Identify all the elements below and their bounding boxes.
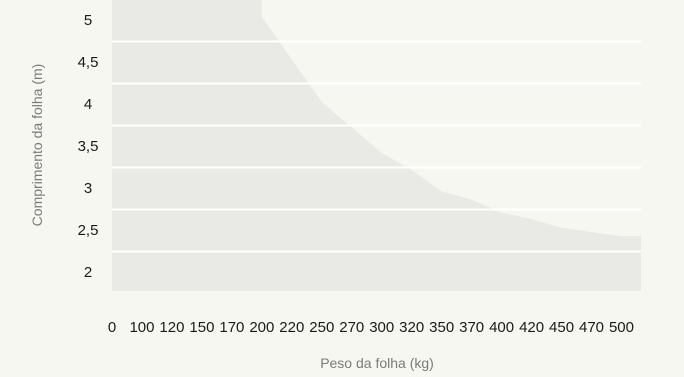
x-tick-label: 420 xyxy=(519,319,544,336)
x-tick-label: 120 xyxy=(159,319,184,336)
x-tick-label: 200 xyxy=(249,319,274,336)
x-tick-label: 320 xyxy=(399,319,424,336)
x-tick-label: 370 xyxy=(459,319,484,336)
x-tick-label: 100 xyxy=(129,319,154,336)
y-tick-label: 4 xyxy=(84,96,92,113)
x-tick-label: 270 xyxy=(339,319,364,336)
y-tick-label: 4,5 xyxy=(78,54,99,71)
x-tick-label: 450 xyxy=(549,319,574,336)
x-tick-label: 350 xyxy=(429,319,454,336)
y-axis-ticks: 5 4,5 4 3,5 3 2,5 2 xyxy=(78,12,99,281)
y-tick-label: 5 xyxy=(84,12,92,29)
x-axis-ticks: 0 100 120 150 170 200 220 250 270 300 320 350 370 400… xyxy=(108,319,634,336)
y-tick-label: 2,5 xyxy=(78,222,99,239)
x-tick-label: 400 xyxy=(489,319,514,336)
x-axis-label: Peso da folha (kg) xyxy=(320,355,434,371)
y-tick-label: 3,5 xyxy=(78,138,99,155)
x-tick-label: 170 xyxy=(219,319,244,336)
y-axis-label: Comprimento da folha (m) xyxy=(29,64,45,227)
grid-lines xyxy=(112,40,641,253)
x-tick-label: 220 xyxy=(279,319,304,336)
y-tick-label: 3 xyxy=(84,180,92,197)
y-tick-label: 2 xyxy=(84,264,92,281)
x-tick-label: 300 xyxy=(369,319,394,336)
capacity-area xyxy=(112,0,641,291)
x-tick-label: 0 xyxy=(108,319,116,336)
capacity-area-shape xyxy=(112,0,641,291)
x-tick-label: 500 xyxy=(609,319,634,336)
x-tick-label: 150 xyxy=(189,319,214,336)
x-tick-label: 250 xyxy=(309,319,334,336)
x-tick-label: 470 xyxy=(579,319,604,336)
